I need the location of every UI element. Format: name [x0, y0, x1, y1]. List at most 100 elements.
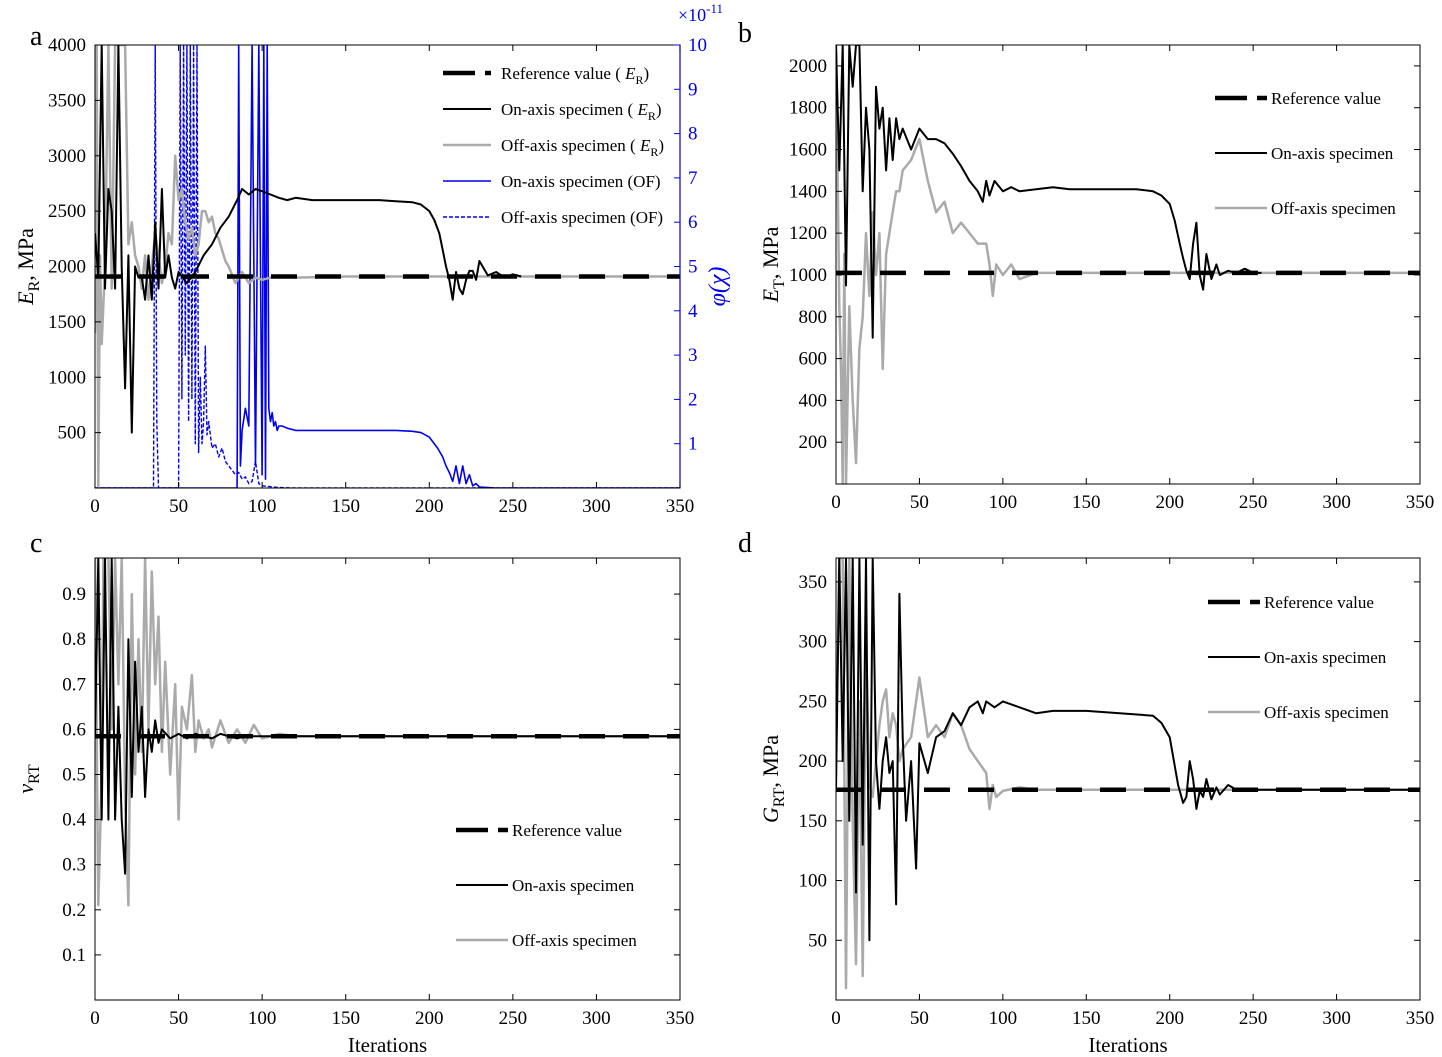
y-tick-label: 0.3	[62, 855, 86, 876]
x-tick-label: 150	[331, 1008, 360, 1029]
series-group	[95, 45, 680, 488]
y2-tick-label: 9	[688, 79, 698, 100]
plot-frame	[835, 44, 1421, 485]
panel-letter: d	[738, 528, 752, 559]
x-tick-label: 100	[248, 1008, 277, 1029]
y2-tick-label: 2	[688, 389, 698, 410]
legend-label-off_axis: Off-axis specimen	[1271, 199, 1396, 218]
y2-exponent: ×10-11	[678, 1, 723, 25]
y2-tick-label: 8	[688, 124, 698, 145]
x-tick-label: 200	[1155, 1008, 1184, 1029]
x-tick-label: 150	[1072, 492, 1101, 513]
y-tick-label: 350	[799, 572, 828, 593]
x-tick-label: 50	[169, 1008, 188, 1029]
y-tick-label: 2000	[789, 56, 827, 77]
legend-label-of_on: On-axis specimen (OF)	[501, 172, 661, 191]
y2-tick-label: 10	[688, 35, 707, 56]
y-tick-label: 3500	[48, 90, 86, 111]
x-tick-label: 350	[1406, 492, 1435, 513]
y-tick-label: 400	[799, 390, 828, 411]
x-tick-label: 200	[1155, 492, 1184, 513]
legend-label-reference: Reference value	[1264, 593, 1374, 612]
x-tick-label: 250	[1239, 492, 1268, 513]
legend: Reference value ( ER) On-axis specimen ( …	[443, 64, 664, 227]
x-tick-label: 100	[989, 492, 1018, 513]
y-tick-label: 1200	[789, 223, 827, 244]
y-tick-label: 0.9	[62, 584, 86, 605]
y-tick-label: 150	[799, 811, 828, 832]
x-tick-label: 0	[831, 492, 841, 513]
y-tick-label: 600	[799, 349, 828, 370]
x-tick-label: 150	[1072, 1008, 1101, 1029]
x-tick-label: 0	[90, 496, 100, 517]
x-axis-label: Iterations	[348, 1033, 427, 1057]
panel-letter: b	[738, 18, 752, 49]
y-tick-label: 800	[799, 307, 828, 328]
x-tick-label: 350	[666, 1008, 695, 1029]
legend-label-reference: Reference value	[1271, 89, 1381, 108]
series-line-off_axis	[836, 558, 1420, 990]
series-line-on_axis	[836, 558, 1420, 942]
y2-tick-label: 3	[688, 345, 698, 366]
x-tick-label: 350	[1406, 1008, 1435, 1029]
x-tick-label: 150	[331, 496, 360, 517]
x-tick-label: 200	[415, 1008, 444, 1029]
x-tick-label: 0	[831, 1008, 841, 1029]
y2-tick-label: 5	[688, 257, 698, 278]
y-tick-label: 0.2	[62, 900, 86, 921]
series-line-off_axis	[95, 558, 680, 907]
x-tick-label: 300	[582, 1008, 611, 1029]
legend-label-on_axis: On-axis specimen	[1271, 144, 1394, 163]
series-line-of_off	[95, 45, 680, 488]
legend: Reference value On-axis specimen Off-axis …	[1208, 593, 1389, 722]
x-tick-label: 250	[1239, 1008, 1268, 1029]
x-tick-label: 50	[910, 1008, 929, 1029]
legend-label-off_axis: Off-axis specimen	[1264, 703, 1389, 722]
y-tick-label: 200	[799, 432, 828, 453]
y-tick-label: 1000	[789, 265, 827, 286]
x-tick-label: 350	[666, 496, 695, 517]
chart-panel-a: 0 50 100 150 200 250 300 350 500 1000 1500 2000 2500…	[13, 1, 731, 517]
y-axis-label: νRT	[13, 764, 43, 793]
series-line-off_axis	[836, 45, 1420, 484]
legend-label-of_off: Off-axis specimen (OF)	[501, 208, 663, 227]
legend-label-on_axis: On-axis specimen ( ER)	[501, 100, 662, 123]
series-line-on_axis	[836, 45, 1262, 339]
y-tick-label: 0.7	[62, 674, 86, 695]
x-tick-label: 250	[499, 496, 528, 517]
y-tick-label: 0.8	[62, 629, 86, 650]
legend: Reference value On-axis specimen Off-axis …	[1215, 89, 1396, 218]
x-tick-label: 300	[582, 496, 611, 517]
legend-label-off_axis: Off-axis specimen	[512, 931, 637, 950]
y-tick-label: 2500	[48, 201, 86, 222]
x-tick-label: 0	[90, 1008, 100, 1029]
legend-label-reference: Reference value	[512, 821, 622, 840]
series-group	[95, 558, 680, 907]
series-group	[836, 45, 1420, 484]
y-axis-label: ET, MPa	[758, 226, 788, 303]
x-tick-label: 250	[499, 1008, 528, 1029]
y-tick-label: 4000	[48, 35, 86, 56]
panel-letter: a	[30, 21, 43, 52]
y-tick-label: 1800	[789, 98, 827, 119]
y2-tick-label: 7	[688, 168, 698, 189]
y-tick-label: 250	[799, 691, 828, 712]
series-line-of_on	[95, 45, 680, 488]
x-tick-label: 100	[989, 1008, 1018, 1029]
panel-letter: c	[30, 528, 42, 559]
y-tick-label: 1400	[789, 181, 827, 202]
y-tick-label: 50	[808, 930, 827, 951]
legend: Reference value On-axis specimen Off-axis …	[456, 821, 637, 950]
y-tick-label: 1600	[789, 140, 827, 161]
plot-frame	[94, 557, 681, 1001]
x-tick-label: 50	[910, 492, 929, 513]
y-tick-label: 0.4	[62, 810, 86, 831]
y-tick-label: 500	[58, 423, 87, 444]
y2-axis-label: φ(χ)	[705, 267, 731, 307]
legend-label-on_axis: On-axis specimen	[512, 876, 635, 895]
y-axis-label: ER, MPa	[13, 228, 43, 306]
chart-panel-d: 0 50 100 150 200 250 300 350 50 100 150 200 250 300 35…	[738, 528, 1434, 1057]
legend-label-off_axis: Off-axis specimen ( ER)	[501, 136, 664, 159]
y-tick-label: 100	[799, 871, 828, 892]
